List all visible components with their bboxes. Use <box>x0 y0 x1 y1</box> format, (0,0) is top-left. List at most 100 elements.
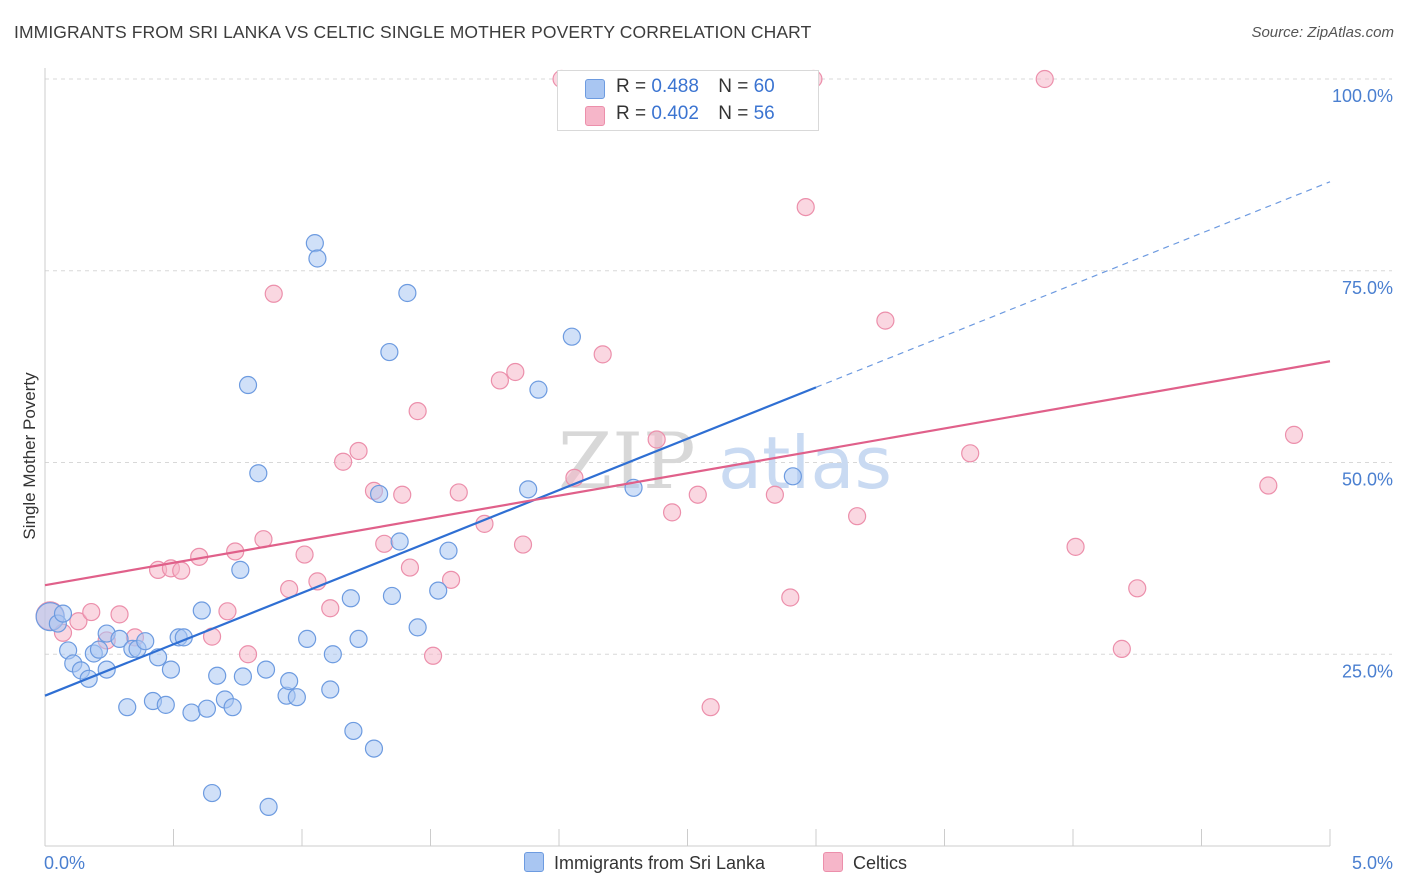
celtics-point <box>423 646 443 665</box>
celtics-point <box>796 197 815 217</box>
sri-lanka-point <box>202 783 222 803</box>
celtics-point <box>506 362 525 382</box>
r-value: 0.402 <box>651 103 699 124</box>
celtics-point <box>400 558 420 577</box>
celtics-point <box>295 545 314 564</box>
series-legend: Immigrants from Sri Lanka Celtics <box>0 852 1406 878</box>
x-tick-label: 0.0% <box>44 853 85 873</box>
n-label: N = <box>718 76 749 97</box>
legend-swatch-celtics <box>823 852 843 872</box>
legend-swatch-sri-lanka <box>585 79 605 99</box>
celtics-point <box>765 485 784 504</box>
celtics-point <box>1066 537 1085 556</box>
celtics-point <box>647 430 666 449</box>
axes <box>44 68 1331 847</box>
y-tick-label: 50.0% <box>1342 470 1393 490</box>
n-value: 60 <box>753 76 775 97</box>
celtics-point <box>1284 425 1304 444</box>
sri-lanka-point <box>308 249 327 268</box>
sri-lanka-point <box>439 541 458 560</box>
celtics-point <box>961 444 980 463</box>
chart-title: IMMIGRANTS FROM SRI LANKA VS CELTIC SING… <box>14 22 812 42</box>
r-label: R = <box>616 76 647 97</box>
watermark: ZIP atlas <box>558 417 892 507</box>
sri-lanka-point <box>344 721 363 741</box>
legend-row-sri-lanka: R = 0.488 N = 60 <box>585 76 775 100</box>
legend-item-celtics[interactable]: Celtics <box>823 852 907 874</box>
celtics-trend-line <box>44 360 1331 587</box>
legend-item-sri-lanka[interactable]: Immigrants from Sri Lanka <box>524 852 765 874</box>
sri-lanka-point <box>519 480 538 499</box>
celtics-point <box>349 441 368 461</box>
celtics-point <box>513 535 533 554</box>
celtics-point <box>82 602 101 622</box>
celtics-point <box>334 452 353 471</box>
sri-lanka-point <box>238 375 258 395</box>
sri-lanka-point <box>429 581 448 600</box>
sri-lanka-point <box>259 797 278 816</box>
sri-lanka-point <box>110 629 129 649</box>
sri-lanka-point <box>529 380 548 399</box>
celtics-point <box>1259 476 1278 495</box>
sri-lanka-point <box>192 601 211 620</box>
sri-lanka-point <box>370 484 389 504</box>
celtics-point <box>69 612 88 631</box>
legend-label-sri-lanka: Immigrants from Sri Lanka <box>554 853 766 873</box>
celtics-point <box>449 483 468 502</box>
r-label: R = <box>616 103 647 124</box>
sri-lanka-point <box>136 632 155 651</box>
celtics-point <box>662 503 682 522</box>
sri-lanka-point <box>197 699 217 718</box>
sri-lanka-point <box>249 464 268 483</box>
sri-lanka-point <box>398 283 417 303</box>
celtics-point <box>238 645 258 664</box>
sri-lanka-trend-line <box>44 386 817 697</box>
celtics-point <box>264 284 283 303</box>
sri-lanka-point <box>89 640 109 659</box>
n-label: N = <box>718 103 749 124</box>
x-tick-label: 5.0% <box>1352 853 1393 873</box>
celtics-point <box>593 345 612 364</box>
chart-source: Source: ZipAtlas.com <box>1251 24 1394 41</box>
celtics-point <box>110 605 129 624</box>
sri-lanka-point <box>53 604 73 623</box>
celtics-point <box>408 402 427 421</box>
sri-lanka-point <box>256 660 276 679</box>
sri-lanka-point <box>182 703 201 722</box>
y-axis-title: Single Mother Poverty <box>20 372 39 540</box>
celtics-points <box>35 69 1304 717</box>
y-tick-label: 25.0% <box>1342 661 1393 681</box>
celtics-point <box>393 485 412 504</box>
y-tick-label: 100.0% <box>1332 86 1393 106</box>
tick-labels: 25.0% 50.0% 75.0% 100.0% 0.0% 5.0% <box>44 86 1393 873</box>
sri-lanka-point <box>380 342 399 362</box>
sri-lanka-point <box>287 688 306 707</box>
sri-lanka-trend-extension <box>815 181 1331 388</box>
sri-lanka-point <box>364 739 384 758</box>
y-tick-label: 75.0% <box>1342 278 1393 298</box>
celtics-point <box>876 311 895 330</box>
legend-swatch-celtics <box>585 106 605 126</box>
celtics-point <box>701 698 720 717</box>
celtics-point <box>218 602 237 621</box>
sri-lanka-point <box>408 618 427 637</box>
sri-lanka-point <box>382 586 402 606</box>
sri-lanka-point <box>118 698 137 717</box>
sri-lanka-point <box>341 589 360 608</box>
sri-lanka-point <box>280 671 299 691</box>
sri-lanka-point <box>208 666 227 685</box>
r-value: 0.488 <box>651 76 699 97</box>
sri-lanka-point <box>321 680 340 699</box>
celtics-point <box>172 561 191 580</box>
legend-row-celtics: R = 0.402 N = 56 <box>585 103 775 127</box>
n-value: 56 <box>753 103 775 124</box>
sri-lanka-point <box>231 560 250 579</box>
sri-lanka-point <box>298 629 317 649</box>
celtics-point <box>375 534 394 553</box>
sri-lanka-point <box>223 698 242 717</box>
celtics-point <box>688 485 707 504</box>
sri-lanka-point <box>783 467 802 486</box>
legend-swatch-sri-lanka <box>524 852 544 872</box>
trend-lines <box>44 181 1331 697</box>
celtics-point <box>781 588 800 607</box>
